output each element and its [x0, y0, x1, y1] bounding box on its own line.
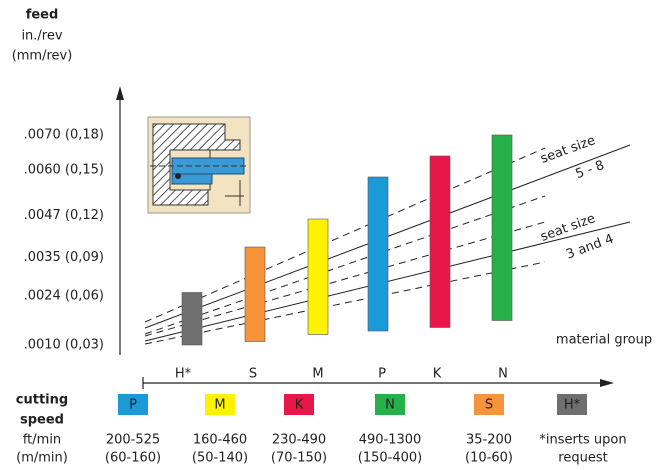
speed-value: request: [558, 451, 607, 466]
tool-illustration: [148, 117, 250, 213]
y-tick-label: .0060 (0,15): [24, 163, 104, 178]
material-label: P: [129, 398, 137, 413]
y-arrow: [116, 86, 124, 100]
y-unit: in./rev: [21, 29, 62, 44]
speed-value: (60-160): [105, 451, 161, 466]
y-tick-label: .0010 (0,03): [24, 338, 104, 353]
speed-value: 200-525: [106, 433, 160, 448]
annotation: 5 - 8: [574, 158, 607, 182]
bar: [308, 219, 328, 335]
speed-unit: ft/min: [23, 433, 61, 448]
bar: [492, 135, 512, 321]
speed-value: (70-150): [271, 451, 327, 466]
speed-value: 160-460: [193, 433, 247, 448]
y-tick-label: .0024 (0,06): [24, 289, 104, 304]
bar: [430, 156, 450, 328]
material-label: M: [214, 398, 225, 413]
speed-value: 230-490: [272, 433, 326, 448]
chart: feed in./rev (mm/rev) seat size 5 - 8 se…: [0, 0, 658, 470]
x-tick-label: H*: [175, 367, 192, 382]
x-tick-label: M: [312, 367, 323, 382]
x-tick-label: S: [249, 367, 257, 382]
bar: [182, 293, 202, 346]
x-arrow: [600, 379, 614, 387]
y-unit: (mm/rev): [12, 49, 73, 64]
y-tick-label: .0047 (0,12): [24, 208, 104, 223]
y-tick-label: .0035 (0,09): [24, 250, 104, 265]
x-tick-label: P: [378, 367, 386, 382]
x-tick-label: N: [498, 367, 508, 382]
speed-value: (10-60): [465, 451, 513, 466]
speed-title: cutting: [16, 393, 68, 408]
y-tick-label: .0070 (0,18): [24, 128, 104, 143]
speed-value: (150-400): [358, 451, 422, 466]
speed-value: (50-140): [192, 451, 248, 466]
speed-value: *inserts upon: [539, 433, 626, 448]
x-tick-label: K: [433, 367, 442, 382]
material-label: N: [385, 398, 395, 413]
speed-value: 35-200: [466, 433, 512, 448]
speed-value: 490-1300: [359, 433, 422, 448]
chart-title: feed: [26, 8, 59, 23]
annotation: material group: [556, 333, 652, 348]
material-label: S: [485, 398, 493, 413]
material-label: H*: [564, 398, 581, 413]
bar: [368, 177, 388, 331]
speed-title: speed: [20, 413, 64, 428]
speed-unit: (m/min): [16, 451, 68, 466]
material-label: K: [295, 398, 304, 413]
bar: [245, 247, 265, 342]
